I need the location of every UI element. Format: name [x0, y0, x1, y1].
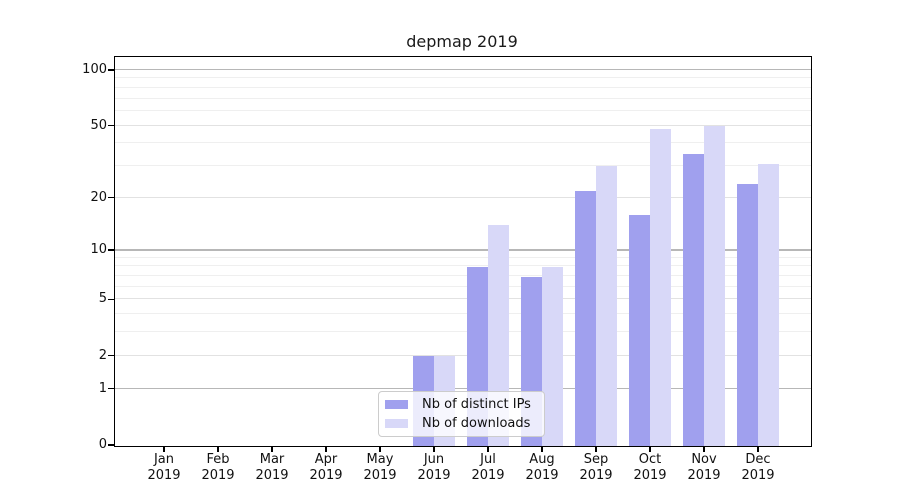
gridline-8 [114, 265, 811, 267]
x-tick-label-jun: Jun 2019 [417, 452, 451, 483]
legend: Nb of distinct IPs Nb of downloads [378, 391, 545, 437]
y-tick-label-20: 20 [90, 189, 107, 205]
y-tick-mark-1 [108, 387, 115, 390]
x-tick-label-oct: Oct 2019 [633, 452, 667, 483]
y-tick-mark-100 [108, 69, 115, 71]
gridline-6 [114, 285, 811, 287]
bar-downloads-jul[interactable] [487, 225, 509, 446]
y-tick-label-50: 50 [90, 117, 107, 133]
bar-distinct-ips-oct[interactable] [628, 215, 650, 446]
y-tick-mark-2 [108, 354, 115, 357]
gridline-40 [114, 142, 811, 144]
bar-distinct-ips-dec[interactable] [736, 183, 758, 446]
gridline-3 [114, 331, 811, 333]
gridline-100 [114, 68, 811, 71]
x-tick-mark-jun [433, 446, 435, 452]
gridline-10 [114, 249, 811, 251]
legend-label-downloads: Nb of downloads [422, 416, 531, 431]
x-tick-label-nov: Nov 2019 [687, 452, 721, 483]
x-tick-mark-aug [541, 446, 543, 452]
legend-swatch-downloads [385, 419, 408, 428]
gridline-9 [114, 256, 811, 258]
gridline-2 [114, 354, 811, 356]
bar-distinct-ips-sep[interactable] [574, 190, 596, 446]
gridline-70 [114, 97, 811, 99]
x-tick-label-jul: Jul 2019 [471, 452, 505, 483]
y-tick-mark-10 [108, 249, 115, 251]
x-tick-mark-jan [163, 446, 165, 452]
x-tick-mark-dec [757, 446, 759, 452]
x-tick-label-dec: Dec 2019 [741, 452, 775, 483]
gridline-50 [114, 124, 811, 126]
x-tick-mark-apr [325, 446, 327, 452]
bar-downloads-sep[interactable] [595, 166, 617, 446]
gridline-30 [114, 164, 811, 166]
x-tick-label-mar: Mar 2019 [255, 452, 289, 483]
bar-downloads-nov[interactable] [703, 126, 725, 446]
bar-distinct-ips-nov[interactable] [682, 154, 704, 446]
y-tick-mark-50 [108, 124, 115, 127]
gridline-80 [114, 86, 811, 88]
y-tick-label-2: 2 [98, 347, 107, 363]
y-tick-mark-0 [108, 444, 115, 446]
gridline-60 [114, 109, 811, 111]
x-tick-mark-may [379, 446, 381, 452]
legend-swatch-distinct-ips [385, 400, 408, 409]
bar-downloads-aug[interactable] [541, 266, 563, 446]
gridline-90 [114, 77, 811, 79]
gridline-20 [114, 196, 811, 198]
bar-downloads-oct[interactable] [649, 129, 671, 446]
x-tick-label-apr: Apr 2019 [309, 452, 343, 483]
bar-downloads-dec[interactable] [757, 163, 779, 446]
x-tick-mark-feb [217, 446, 219, 452]
chart-title: depmap 2019 [406, 32, 518, 51]
legend-label-distinct-ips: Nb of distinct IPs [422, 397, 531, 412]
y-tick-mark-20 [108, 196, 115, 199]
y-tick-label-1: 1 [98, 380, 107, 396]
x-tick-label-aug: Aug 2019 [525, 452, 559, 483]
y-tick-label-0: 0 [98, 437, 107, 452]
legend-item-distinct-ips[interactable]: Nb of distinct IPs [385, 396, 536, 413]
x-tick-label-feb: Feb 2019 [201, 452, 235, 483]
y-tick-label-5: 5 [98, 291, 107, 307]
gridline-5 [114, 298, 811, 300]
x-tick-mark-oct [649, 446, 651, 452]
legend-item-downloads[interactable]: Nb of downloads [385, 415, 536, 432]
x-tick-label-sep: Sep 2019 [579, 452, 613, 483]
x-tick-mark-sep [595, 446, 597, 452]
x-tick-mark-mar [271, 446, 273, 452]
y-tick-label-100: 100 [82, 61, 107, 77]
y-tick-label-10: 10 [90, 242, 107, 258]
x-tick-mark-jul [487, 446, 489, 452]
x-tick-mark-nov [703, 446, 705, 452]
plot-area [113, 55, 812, 447]
gridline-1 [114, 387, 811, 390]
x-tick-label-jan: Jan 2019 [147, 452, 181, 483]
gridline-4 [114, 313, 811, 315]
y-tick-mark-5 [108, 298, 115, 301]
x-tick-label-may: May 2019 [363, 452, 397, 483]
gridline-7 [114, 275, 811, 277]
